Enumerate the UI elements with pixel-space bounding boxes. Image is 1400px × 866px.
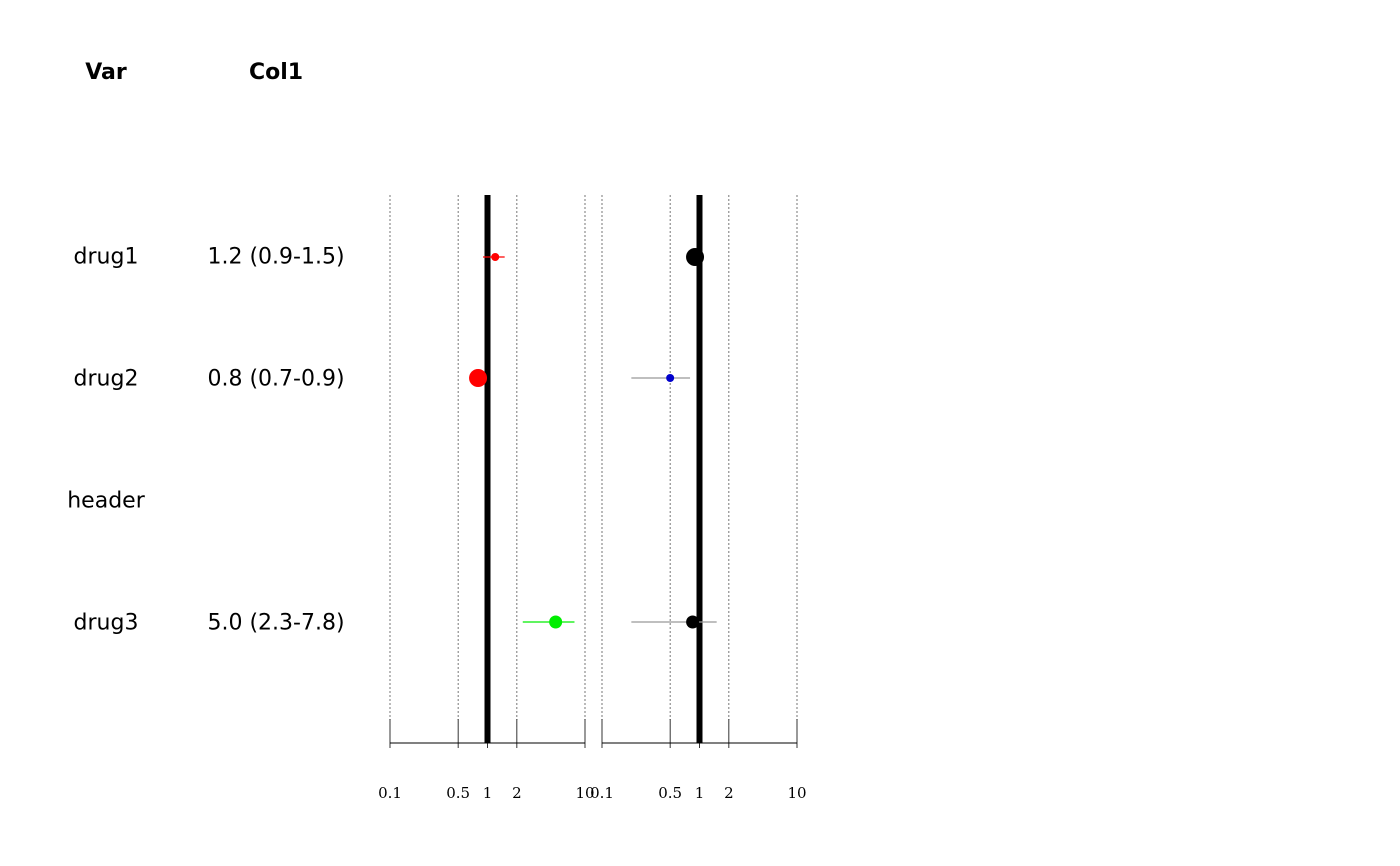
x-tick-label-2-3: 2 (724, 784, 734, 802)
point-1-drug2 (469, 369, 488, 387)
row-var-drug3: drug3 (73, 610, 139, 636)
row-var-header: header (67, 488, 145, 514)
point-2-drug1 (686, 248, 705, 266)
point-1-drug1 (491, 253, 500, 261)
x-tick-label-1-0: 0.1 (378, 784, 402, 802)
x-tick-label-2-2: 1 (695, 784, 705, 802)
x-tick-label-2-1: 0.5 (658, 784, 682, 802)
point-1-drug3 (549, 615, 563, 629)
row-var-drug1: drug1 (73, 244, 139, 270)
x-tick-label-1-3: 2 (512, 784, 522, 802)
row-col1-drug3: 5.0 (2.3-7.8) (207, 610, 345, 636)
x-tick-label-1-1: 0.5 (446, 784, 470, 802)
header-var: Var (85, 60, 127, 85)
x-tick-label-2-4: 10 (787, 784, 806, 802)
x-tick-label-1-4: 10 (575, 784, 594, 802)
point-2-drug3 (686, 615, 700, 629)
point-2-drug2 (666, 374, 675, 382)
row-col1-drug2: 0.8 (0.7-0.9) (207, 366, 345, 392)
row-var-drug2: drug2 (73, 366, 139, 392)
x-tick-label-2-0: 0.1 (590, 784, 614, 802)
row-col1-drug1: 1.2 (0.9-1.5) (207, 244, 345, 270)
x-tick-label-1-2: 1 (483, 784, 493, 802)
header-col1: Col1 (248, 60, 304, 85)
